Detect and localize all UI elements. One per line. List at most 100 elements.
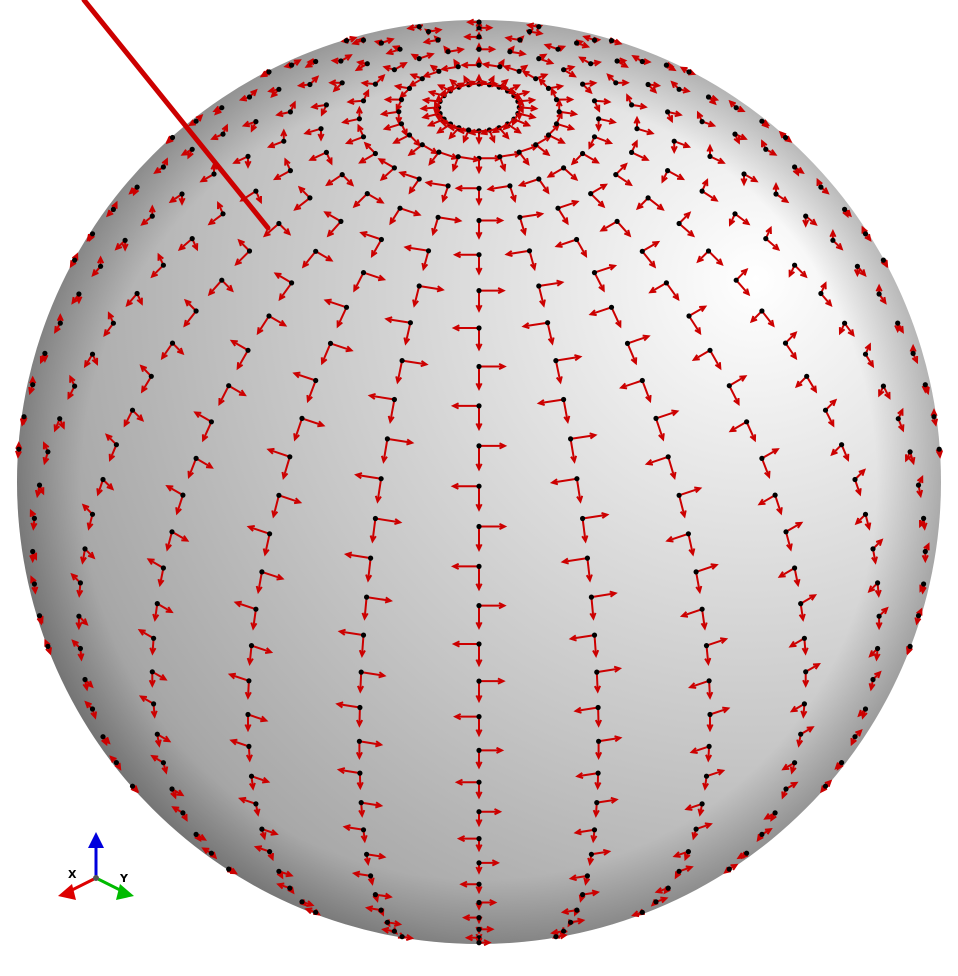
sample-point — [772, 492, 778, 498]
sample-point — [360, 98, 367, 104]
vector-head-icon — [498, 362, 507, 371]
vector-head-icon — [377, 73, 386, 82]
vector-head-icon — [560, 907, 570, 915]
vector-head-icon — [810, 385, 818, 394]
sample-point — [134, 184, 140, 190]
vector-head-icon — [246, 525, 255, 532]
vector-head-icon — [794, 380, 803, 389]
vector-head-icon — [58, 421, 65, 430]
vector-head-icon — [717, 157, 726, 164]
vector-head-icon — [631, 910, 640, 918]
vector-head-icon — [608, 264, 618, 271]
vector-head-icon — [685, 865, 694, 873]
sample-point — [526, 29, 533, 35]
sample-point — [895, 416, 901, 422]
vector-head-icon — [413, 209, 422, 217]
sample-point — [707, 347, 713, 353]
vector-shaft — [667, 532, 689, 542]
vector-head-icon — [679, 66, 688, 74]
vector-shaft — [552, 477, 578, 484]
vector-shaft — [275, 272, 293, 284]
vector-head-icon — [325, 254, 334, 262]
vector-shaft — [257, 315, 270, 334]
vector-head-icon — [217, 201, 224, 210]
vector-head-icon — [451, 640, 460, 648]
vector-shaft — [438, 151, 458, 160]
vector-head-icon — [440, 64, 449, 72]
sample-point — [476, 443, 482, 449]
vector-shaft — [582, 513, 608, 520]
vector-head-icon — [140, 218, 149, 226]
sample-point — [151, 635, 157, 641]
vector-head-icon — [674, 110, 683, 118]
vector-head-icon — [661, 175, 668, 184]
vector-head-icon — [109, 755, 117, 763]
vector-head-icon — [446, 124, 456, 132]
vector-head-icon — [358, 157, 367, 164]
vector-head-icon — [357, 123, 364, 132]
sample-point — [842, 206, 848, 212]
vector-shaft — [784, 342, 797, 359]
vector-head-icon — [408, 80, 417, 87]
vector-head-icon — [106, 209, 114, 218]
vector-shaft — [593, 272, 605, 291]
vector-head-icon — [80, 556, 87, 565]
vector-head-icon — [816, 177, 823, 187]
sample-point — [266, 313, 272, 319]
vector-shaft — [519, 212, 543, 219]
vector-head-icon — [355, 719, 364, 728]
sample-point — [318, 126, 324, 132]
sample-point — [476, 860, 482, 866]
sample-point — [219, 105, 225, 111]
sample-point — [782, 134, 789, 141]
vector-head-icon — [767, 319, 775, 328]
vector-head-icon — [749, 434, 757, 443]
sample-point — [436, 68, 442, 74]
vector-head-icon — [489, 898, 498, 907]
vector-shaft — [339, 630, 364, 637]
vector-shaft — [538, 281, 563, 287]
vector-head-icon — [573, 706, 582, 714]
vector-head-icon — [670, 145, 678, 154]
sample-point — [915, 482, 922, 488]
sample-point — [588, 61, 594, 67]
vector-head-icon — [370, 250, 378, 259]
vector-head-icon — [490, 80, 500, 88]
vector-head-icon — [665, 535, 674, 543]
vector-head-icon — [137, 629, 146, 636]
sample-point — [676, 220, 682, 227]
sample-point — [476, 288, 482, 294]
sample-point — [574, 907, 580, 913]
sample-point — [839, 760, 845, 766]
sample-point — [870, 676, 876, 683]
vector-head-icon — [267, 853, 274, 862]
sample-point — [553, 121, 560, 127]
vector-head-icon — [936, 450, 943, 459]
vector-shaft — [231, 340, 249, 352]
sample-point — [561, 396, 567, 403]
vector-head-icon — [475, 543, 483, 553]
vector-shaft — [363, 271, 385, 281]
vector-head-icon — [788, 640, 797, 648]
vector-head-icon — [528, 96, 537, 104]
vector-head-icon — [259, 832, 267, 841]
sample-point — [931, 414, 937, 420]
vector-head-icon — [276, 882, 285, 890]
vector-shaft — [268, 315, 286, 327]
sample-point — [220, 211, 226, 217]
sample-point — [803, 213, 809, 219]
vector-shaft — [734, 213, 750, 225]
sample-point — [588, 851, 595, 857]
vector-head-icon — [761, 139, 768, 148]
vector-head-icon — [584, 86, 593, 95]
vector-shaft — [616, 220, 631, 237]
vector-head-icon — [140, 385, 148, 394]
vector-head-icon — [764, 828, 773, 835]
sample-point — [852, 476, 858, 483]
vector-head-icon — [776, 507, 783, 516]
vector-head-icon — [229, 738, 238, 746]
vector-head-icon — [459, 880, 468, 888]
sample-point — [699, 801, 705, 807]
vector-shaft — [248, 645, 253, 664]
